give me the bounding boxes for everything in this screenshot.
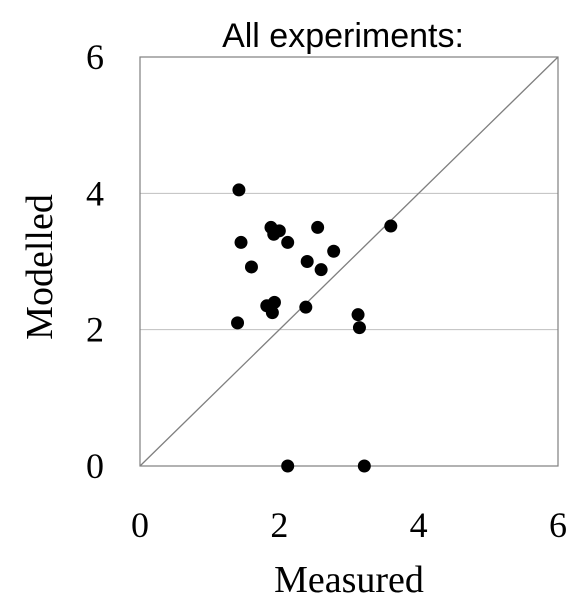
y-axis-label: Modelled bbox=[19, 194, 61, 340]
data-point-8 bbox=[281, 235, 295, 249]
data-point-19 bbox=[352, 321, 366, 335]
data-point-12 bbox=[327, 244, 341, 258]
x-tick-0: 0 bbox=[131, 505, 149, 545]
plot-area-frame bbox=[139, 56, 559, 467]
data-point-16 bbox=[265, 306, 279, 320]
identity-line bbox=[139, 56, 559, 467]
data-point-13 bbox=[384, 219, 398, 233]
data-point-9 bbox=[311, 220, 325, 234]
y-tick-labels: 0 2 4 6 bbox=[86, 37, 104, 486]
data-point-17 bbox=[299, 300, 313, 314]
data-point-15 bbox=[267, 295, 281, 309]
y-tick-2: 2 bbox=[86, 310, 104, 350]
x-tick-labels: 0 2 4 6 bbox=[131, 505, 567, 545]
data-point-7 bbox=[272, 224, 286, 238]
chart-title: All experiments: bbox=[222, 17, 464, 55]
data-point-20 bbox=[281, 459, 295, 473]
x-tick-2: 2 bbox=[270, 505, 288, 545]
x-axis-label: Measured bbox=[274, 559, 424, 600]
data-point-1 bbox=[232, 183, 246, 197]
data-point-2 bbox=[234, 235, 248, 249]
data-point-10 bbox=[300, 255, 314, 268]
y-tick-4: 4 bbox=[86, 173, 104, 213]
x-tick-6: 6 bbox=[549, 505, 567, 545]
data-point-21 bbox=[357, 459, 371, 473]
data-point-4 bbox=[231, 316, 245, 330]
grid-lines bbox=[140, 192, 558, 331]
data-point-18 bbox=[351, 308, 365, 322]
data-points bbox=[231, 183, 398, 473]
data-point-3 bbox=[244, 260, 258, 274]
data-point-11 bbox=[314, 263, 328, 277]
x-tick-4: 4 bbox=[410, 505, 428, 545]
y-tick-0: 0 bbox=[86, 446, 104, 486]
y-tick-6: 6 bbox=[86, 37, 104, 77]
